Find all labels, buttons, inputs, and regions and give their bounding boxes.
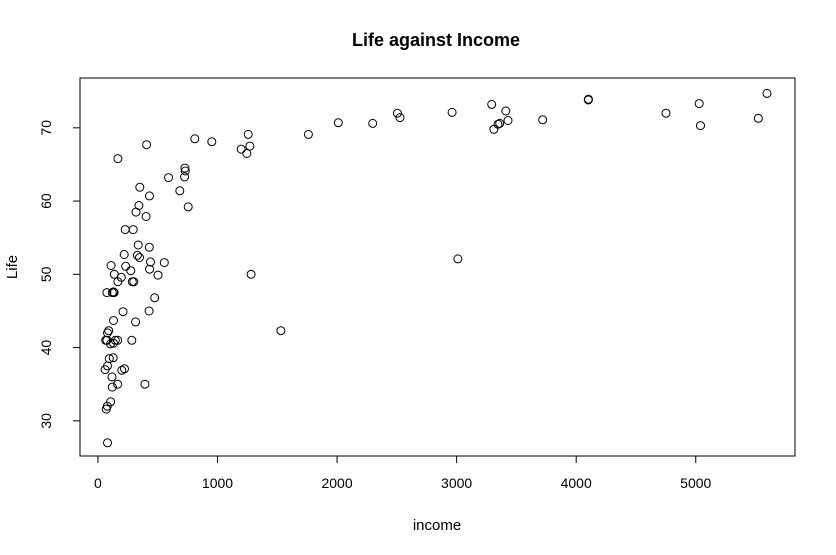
data-point <box>103 438 112 448</box>
data-point <box>126 266 136 276</box>
data-point <box>246 269 256 279</box>
data-point <box>183 202 193 212</box>
y-axis: 30 40 50 60 70 <box>38 120 81 429</box>
x-tick-label: 5000 <box>680 475 711 491</box>
data-point <box>696 121 705 131</box>
data-point <box>368 118 378 128</box>
data-point <box>175 186 185 196</box>
data-point <box>145 191 154 201</box>
data-point <box>107 372 117 382</box>
data-point <box>276 326 286 336</box>
data-point <box>164 173 173 183</box>
data-point <box>503 116 513 125</box>
data-point <box>113 379 123 389</box>
plot-frame <box>79 77 796 457</box>
data-point <box>120 225 130 235</box>
data-point <box>190 134 200 144</box>
data-point <box>753 113 763 123</box>
x-tick-label: 4000 <box>561 475 592 491</box>
data-point <box>245 141 255 151</box>
data-point <box>243 129 253 139</box>
x-tick-label: 1000 <box>202 475 233 491</box>
data-point <box>145 264 155 274</box>
data-point <box>141 212 151 221</box>
data-point <box>109 287 118 297</box>
data-point <box>117 365 127 375</box>
data-point <box>129 277 139 287</box>
data-point <box>131 207 141 217</box>
data-point <box>133 240 143 250</box>
data-point <box>395 113 405 123</box>
data-point <box>140 379 150 389</box>
data-point <box>135 182 145 192</box>
data-point <box>242 149 252 158</box>
data-point <box>661 108 671 118</box>
data-point <box>487 99 497 109</box>
data-point <box>102 288 112 298</box>
data-point <box>100 365 110 375</box>
data-point <box>121 261 131 271</box>
data-point <box>180 163 190 173</box>
data-point <box>538 115 548 125</box>
data-point <box>113 277 123 287</box>
x-tick-label: 3000 <box>441 475 472 491</box>
data-point <box>107 382 117 392</box>
data-point <box>159 258 169 268</box>
data-point <box>762 88 772 98</box>
data-point <box>144 306 154 316</box>
data-point <box>109 338 118 348</box>
data-point <box>109 288 119 298</box>
x-tick-label: 2000 <box>321 475 352 491</box>
y-axis-label: Life <box>4 255 21 279</box>
data-point <box>103 328 112 338</box>
data-point <box>118 307 128 317</box>
data-point <box>131 317 141 327</box>
y-tick-label: 70 <box>38 120 54 136</box>
data-point <box>142 140 152 150</box>
data-point <box>113 154 123 164</box>
y-tick-label: 40 <box>38 340 54 356</box>
data-point <box>333 118 343 128</box>
data-point <box>453 254 463 264</box>
data-point <box>303 129 313 139</box>
data-point <box>128 225 138 235</box>
data-point <box>104 326 114 336</box>
data-point <box>153 270 163 280</box>
data-point <box>236 144 246 154</box>
chart-title: Life against Income <box>352 30 520 50</box>
y-tick-label: 30 <box>38 413 54 429</box>
data-point <box>180 166 190 176</box>
data-point <box>694 99 704 109</box>
x-axis: 0 1000 2000 3000 4000 5000 <box>94 455 712 491</box>
data-point <box>120 364 129 374</box>
data-point <box>108 353 118 363</box>
data-point <box>144 242 154 252</box>
x-axis-label: income <box>413 517 461 534</box>
data-point <box>392 108 402 118</box>
data-point <box>101 404 111 414</box>
data-point <box>207 137 217 147</box>
data-point <box>501 106 511 116</box>
x-tick-label: 0 <box>94 475 102 491</box>
data-point <box>119 250 129 259</box>
data-points <box>100 88 772 448</box>
y-tick-label: 50 <box>38 266 54 282</box>
data-point <box>109 316 118 325</box>
data-point <box>447 107 457 117</box>
data-point <box>127 335 137 345</box>
data-point <box>180 172 190 182</box>
data-point <box>150 293 160 303</box>
data-point <box>583 95 593 105</box>
data-point <box>135 253 144 262</box>
y-tick-label: 60 <box>38 193 54 209</box>
data-point <box>132 250 142 260</box>
data-point <box>495 118 505 128</box>
data-point <box>106 261 116 270</box>
data-point <box>146 257 155 267</box>
data-point <box>489 124 499 134</box>
